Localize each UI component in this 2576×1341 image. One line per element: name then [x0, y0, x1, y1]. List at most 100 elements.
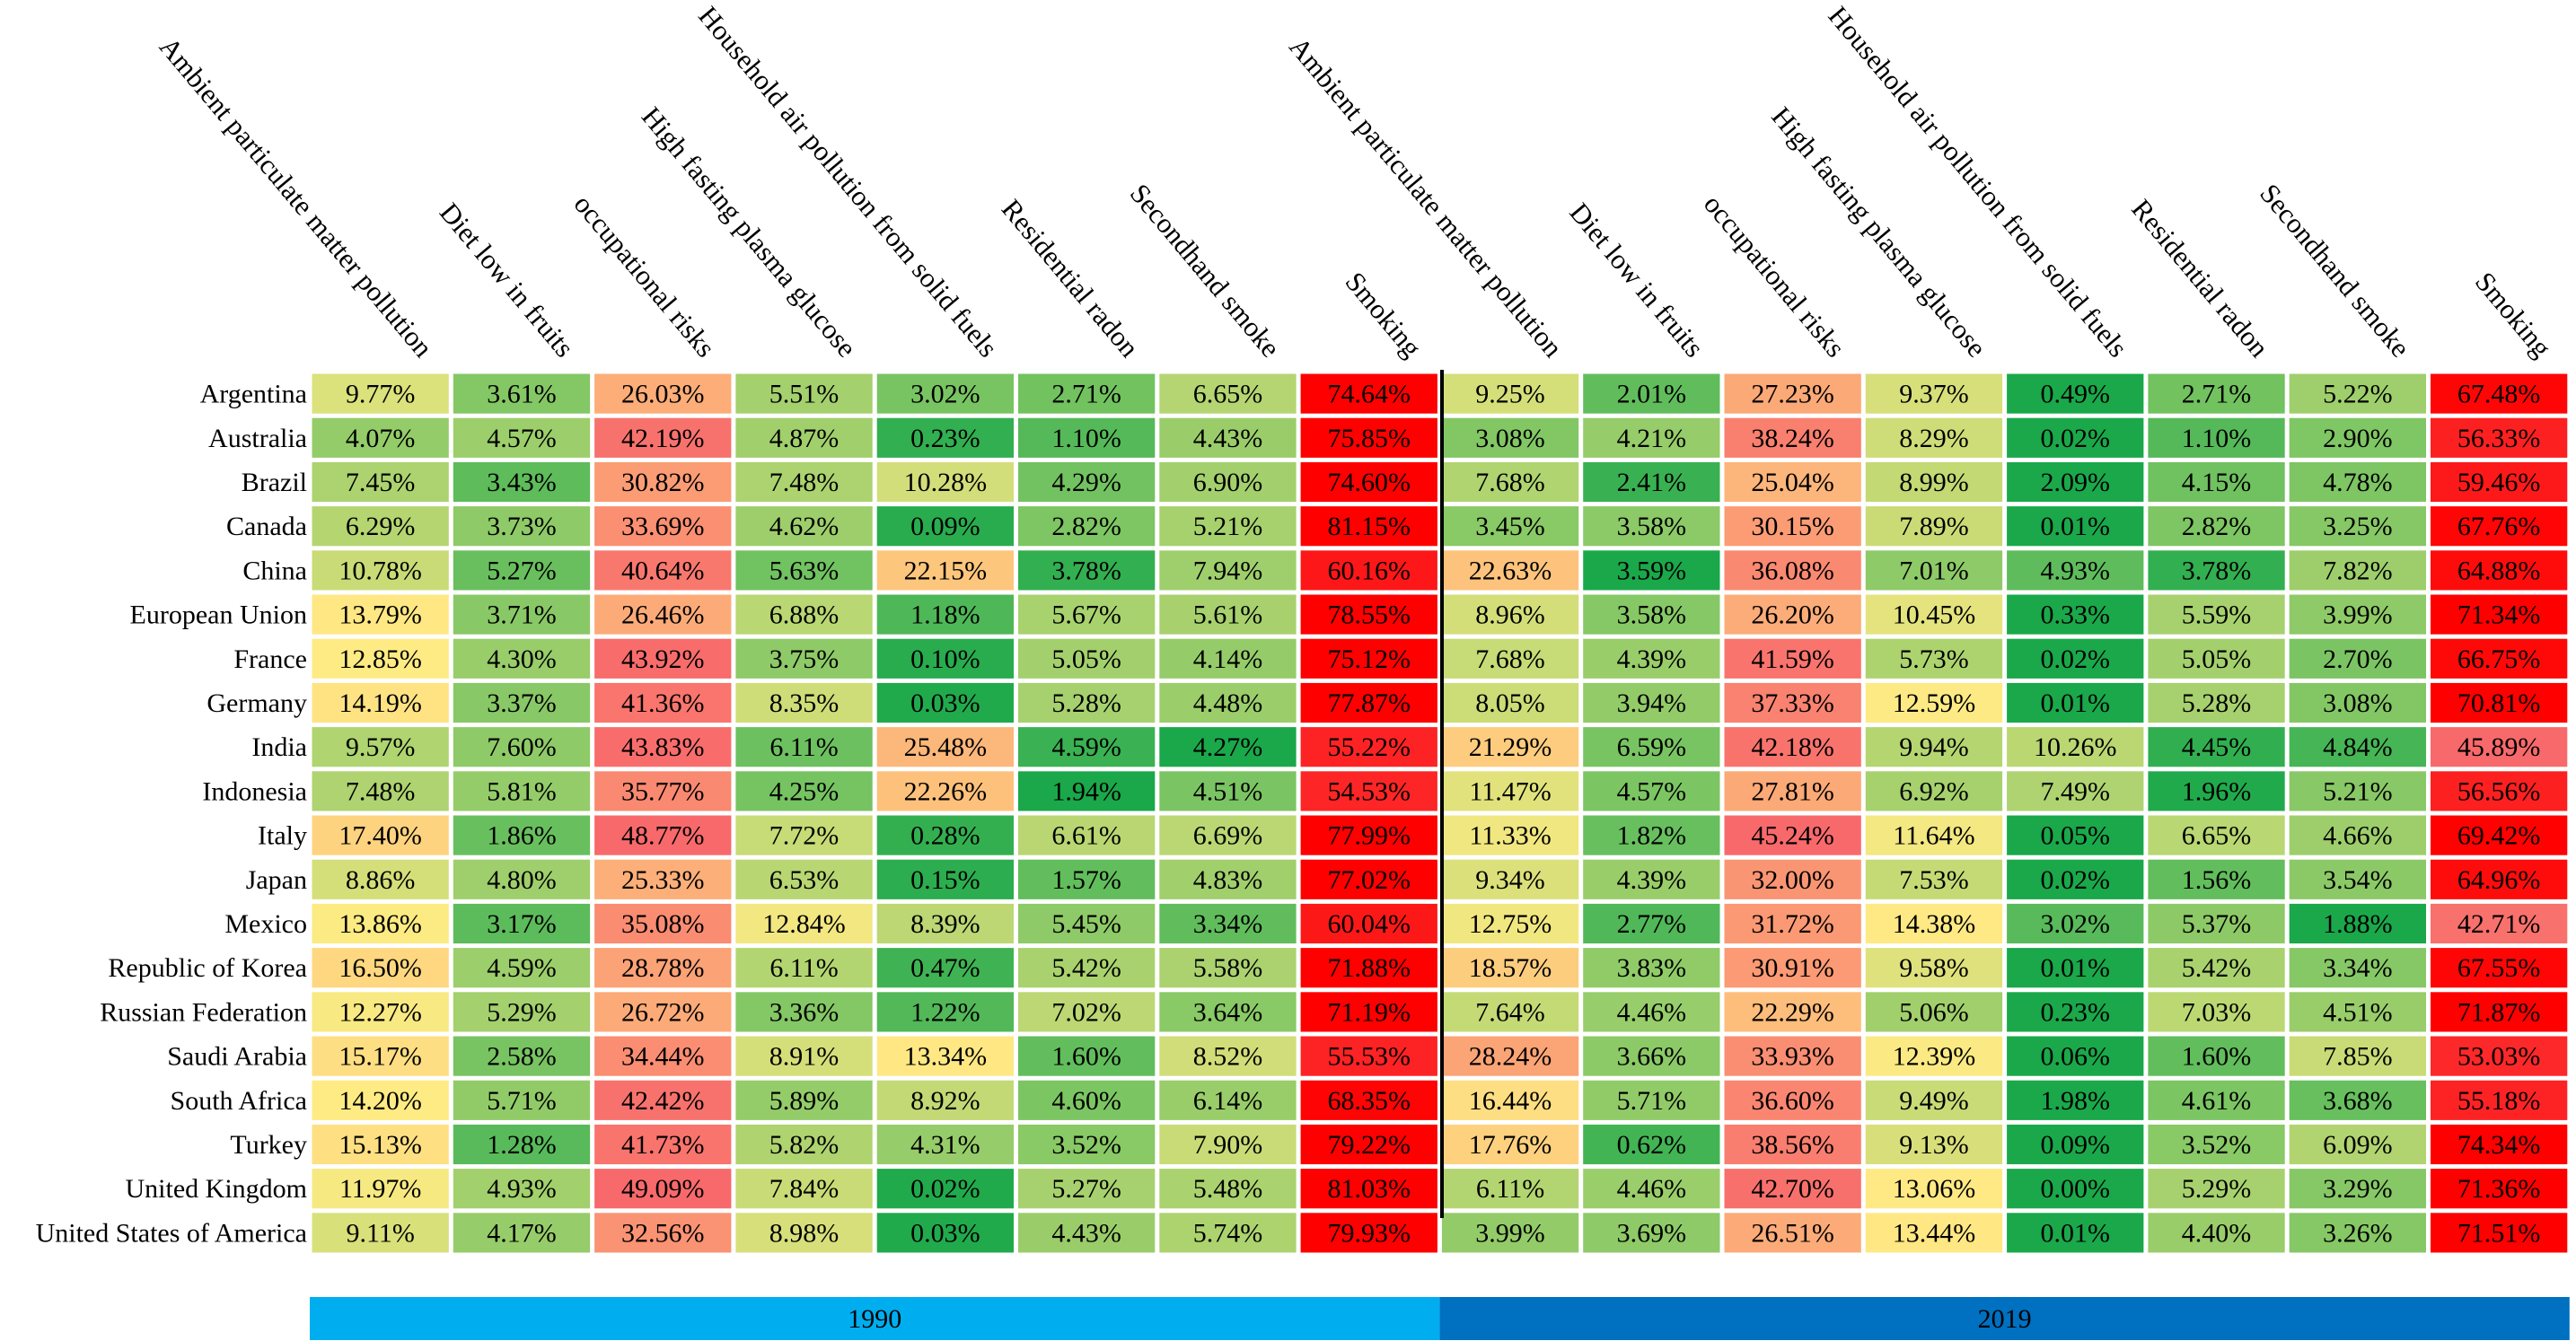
heatmap-cell — [2431, 1213, 2568, 1253]
heatmap-cell — [1441, 1213, 1579, 1253]
heatmap-cell — [1159, 506, 1297, 547]
cell-value: 3.34% — [1193, 909, 1263, 939]
row-label: European Union — [130, 600, 307, 630]
heatmap-cell — [1018, 727, 1156, 767]
cell-value: 22.63% — [1469, 556, 1552, 585]
heatmap-cell — [2431, 815, 2568, 855]
heatmap-cell — [312, 903, 449, 944]
heatmap-cell — [1865, 550, 2003, 591]
cell-value: 5.74% — [1193, 1218, 1263, 1248]
cell-value: 71.88% — [1328, 953, 1411, 983]
cell-value: 0.09% — [910, 512, 980, 541]
cell-value: 22.26% — [904, 776, 988, 806]
cell-value: 22.29% — [1751, 997, 1834, 1027]
heatmap-cell — [1865, 771, 2003, 811]
heatmap-cell — [1724, 1080, 1861, 1120]
heatmap-cell — [2007, 903, 2144, 944]
heatmap-cell — [1300, 727, 1437, 767]
heatmap-cell — [594, 771, 732, 811]
heatmap-cell — [453, 1124, 591, 1165]
cell-value: 6.88% — [769, 600, 840, 630]
cell-value: 12.27% — [338, 997, 422, 1027]
heatmap-cell — [1441, 550, 1579, 591]
heatmap-cell — [312, 948, 449, 988]
cell-value: 6.65% — [2182, 821, 2252, 851]
heatmap-cell — [1300, 948, 1437, 988]
cell-value: 1.56% — [2182, 865, 2252, 895]
cell-value: 11.47% — [1469, 776, 1551, 806]
heatmap-cell — [1583, 1213, 1720, 1253]
heatmap-cell — [735, 373, 873, 414]
cell-value: 27.23% — [1751, 380, 1834, 409]
cell-value: 3.58% — [1617, 600, 1687, 630]
cell-value: 14.20% — [338, 1086, 422, 1116]
cell-value: 42.70% — [1751, 1174, 1834, 1204]
heatmap-cell — [453, 771, 591, 811]
heatmap-cell — [735, 682, 873, 723]
cell-value: 3.61% — [487, 380, 557, 409]
cell-value: 4.46% — [1617, 997, 1687, 1027]
cell-value: 33.69% — [621, 512, 705, 541]
heatmap-cell — [2148, 1080, 2285, 1120]
heatmap-cell — [876, 859, 1014, 899]
cell-value: 5.71% — [1617, 1086, 1687, 1116]
cell-value: 26.46% — [621, 600, 705, 630]
cell-value: 60.16% — [1328, 556, 1411, 585]
row-label: Turkey — [230, 1130, 307, 1160]
heatmap-cell — [2289, 417, 2426, 458]
heatmap-cell — [1441, 506, 1579, 547]
heatmap-cell — [1724, 373, 1861, 414]
cell-value: 41.73% — [621, 1130, 705, 1160]
cell-value: 5.22% — [2323, 380, 2393, 409]
cell-value: 71.19% — [1328, 997, 1411, 1027]
column-label: occupational risks — [567, 188, 721, 364]
cell-value: 74.64% — [1328, 380, 1411, 409]
cell-value: 3.25% — [2323, 512, 2393, 541]
cell-value: 71.51% — [2457, 1218, 2541, 1248]
cell-value: 8.35% — [769, 688, 840, 718]
cell-value: 5.89% — [769, 1086, 840, 1116]
heatmap-cell — [1583, 1169, 1720, 1209]
cell-value: 2.90% — [2323, 424, 2393, 453]
cell-value: 64.88% — [2457, 556, 2541, 585]
heatmap-cell — [594, 948, 732, 988]
heatmap-cell — [2289, 815, 2426, 855]
cell-value: 5.73% — [1899, 644, 1969, 674]
heatmap-cell — [312, 771, 449, 811]
cell-value: 11.33% — [1469, 821, 1551, 851]
column-label: Diet low in fruits — [1563, 197, 1710, 363]
cell-value: 5.28% — [1051, 688, 1121, 718]
cell-value: 0.23% — [910, 424, 980, 453]
cell-value: 9.49% — [1899, 1086, 1969, 1116]
cell-value: 70.81% — [2457, 688, 2541, 718]
cell-value: 30.91% — [1751, 953, 1834, 983]
cell-value: 8.52% — [1193, 1042, 1263, 1072]
heatmap-cell — [1583, 1124, 1720, 1165]
cell-value: 1.82% — [1617, 821, 1687, 851]
cell-value: 5.27% — [487, 556, 557, 585]
cell-value: 5.71% — [487, 1086, 557, 1116]
heatmap-cell — [453, 373, 591, 414]
heatmap-cell — [1441, 992, 1579, 1032]
cell-value: 4.57% — [1617, 776, 1687, 806]
heatmap-cell — [2289, 992, 2426, 1032]
row-label: China — [242, 556, 307, 585]
heatmap-cell — [1159, 417, 1297, 458]
cell-value: 4.07% — [346, 424, 416, 453]
cell-value: 9.77% — [346, 380, 416, 409]
heatmap-cell — [2148, 594, 2285, 635]
cell-value: 13.79% — [338, 600, 422, 630]
cell-value: 8.98% — [769, 1218, 840, 1248]
row-label: Japan — [246, 865, 307, 895]
cell-value: 21.29% — [1469, 732, 1552, 762]
heatmap-cell — [2148, 948, 2285, 988]
cell-value: 3.99% — [2323, 600, 2393, 630]
heatmap-cell — [2148, 417, 2285, 458]
heatmap-cell — [2007, 771, 2144, 811]
column-label: Diet low in fruits — [434, 197, 581, 363]
heatmap-cell — [1159, 461, 1297, 503]
row-labels: Argentina Australia Brazil Canada China Europ… — [36, 380, 307, 1249]
cell-value: 5.48% — [1193, 1174, 1263, 1204]
heatmap-cell — [1724, 1169, 1861, 1209]
cell-value: 0.02% — [2041, 644, 2111, 674]
